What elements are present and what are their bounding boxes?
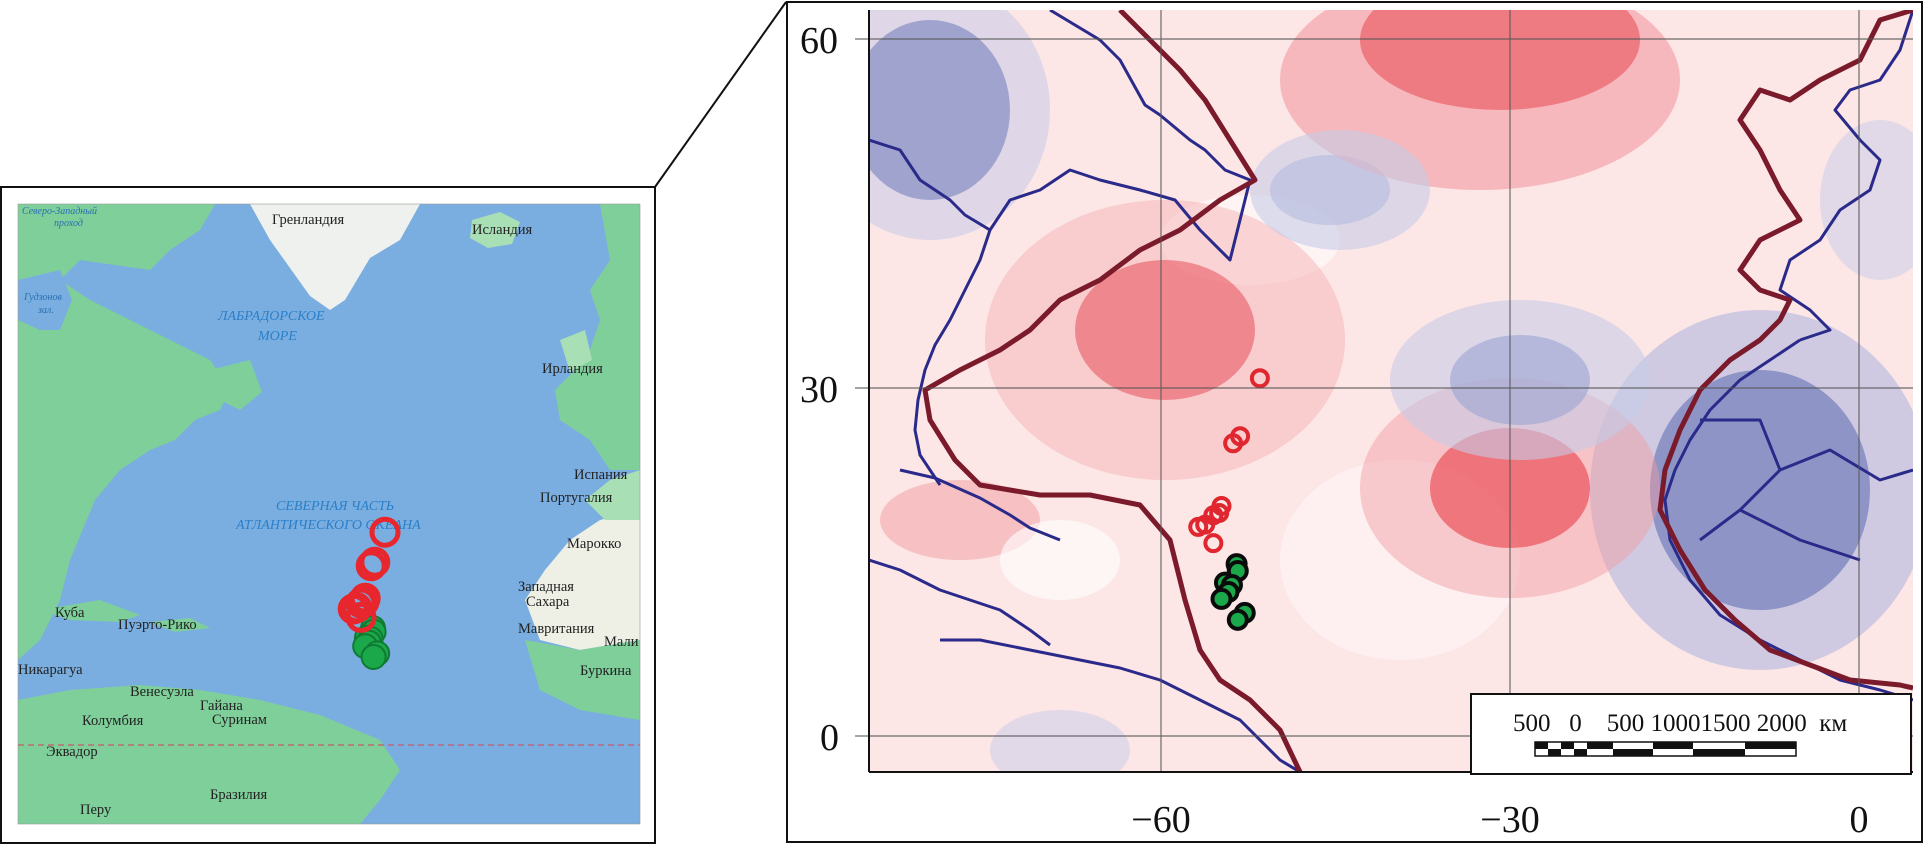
inset-hispaniola — [150, 618, 210, 632]
inset-south-america — [18, 685, 400, 824]
anomaly-heatmap — [869, 10, 1913, 772]
contours — [922, 10, 1913, 772]
heatmap-blob-14 — [1000, 520, 1120, 600]
coast-east-usa — [913, 229, 992, 486]
inset-label-nicaragua: Никарагуа — [18, 662, 83, 678]
inset-red-point-2 — [355, 550, 387, 582]
inset-label-nw-passage: Северо-Западный — [22, 206, 97, 217]
inset-iceland — [470, 212, 520, 248]
main-red-point-8 — [1203, 533, 1224, 554]
inset-label-puerto-rico: Пуэрто-Рико — [118, 617, 197, 633]
inset-red-point-1 — [359, 546, 391, 578]
inset-red-point-8 — [345, 601, 377, 633]
heatmap-blob-2 — [1075, 260, 1255, 400]
inset-label-iceland: Исландия — [472, 222, 532, 238]
inset-red-point-0 — [369, 516, 401, 548]
connector-line-top — [654, 1, 787, 188]
inset-label-cuba: Куба — [55, 605, 85, 621]
inset-label-spain: Испания — [574, 467, 628, 483]
main-red-point-7 — [1188, 516, 1209, 537]
coast-central-america — [869, 558, 1051, 647]
inset-red-point-5 — [345, 587, 377, 619]
coast-caribbean — [899, 468, 1061, 542]
inset-red-point-7 — [337, 593, 369, 625]
inset-label-guyana: Гайана — [200, 698, 243, 714]
coast-north-america — [869, 10, 1252, 262]
inset-label-ecuador: Эквадор — [46, 744, 98, 760]
inset-label-west-sahara: Западная — [518, 579, 574, 595]
scale-bar: 500 0 500 10001500 2000 км — [1470, 693, 1912, 775]
inset-label-colombia: Колумбия — [82, 713, 144, 729]
main-green-point-7 — [1226, 608, 1249, 631]
scale-bar-ruler — [1534, 741, 1797, 757]
inset-label-mali: Мали — [604, 634, 639, 650]
inset-cuba — [40, 600, 140, 622]
inset-label-labrador: ЛАБРАДОРСКОЕ — [217, 309, 325, 324]
inset-label-hudson-2: зал. — [37, 305, 54, 316]
main-green-point-5 — [1210, 587, 1233, 610]
main-red-point-2 — [1223, 433, 1244, 454]
scale-bar-box — [1470, 693, 1912, 775]
contour-west — [922, 10, 1303, 772]
inset-label-venezuela: Венесуэла — [130, 684, 194, 700]
main-points — [1188, 368, 1270, 631]
inset-ireland — [560, 330, 592, 372]
y-tick-0: 0 — [820, 717, 839, 759]
inset-africa-south — [525, 640, 640, 720]
scale-bar-labels: 500 0 500 10001500 2000 км — [1513, 710, 1847, 737]
inset-newfoundland — [210, 360, 262, 410]
borders-west-africa — [1699, 418, 1913, 562]
inset-label-nw-passage-2: проход — [54, 218, 83, 229]
coast-europe — [1778, 10, 1913, 342]
heatmap-blob-8 — [869, 20, 1010, 200]
inset-green-point-7 — [360, 644, 387, 670]
inset-label-morocco: Марокко — [567, 536, 621, 552]
y-tick-60: 60 — [800, 20, 838, 62]
heatmap-blob-7 — [1390, 300, 1650, 460]
inset-africa-desert — [525, 510, 640, 650]
inset-label-peru: Перу — [80, 802, 112, 818]
x-tick-minus60: −60 — [1131, 799, 1190, 841]
main-map: 60 30 0 −60 −30 0 500 0 500 10001500 200… — [786, 1, 1923, 843]
inset-label-portugal: Португалия — [540, 490, 613, 506]
inset-label-burkina: Буркина — [580, 663, 632, 679]
inset-label-hudson: Гудзонов — [23, 292, 62, 303]
inset-points — [337, 516, 401, 670]
heatmap-blob-19 — [880, 480, 1040, 560]
inset-label-labrador-2: МОРЕ — [257, 329, 297, 344]
inset-label-mauritania: Мавритания — [518, 621, 595, 637]
y-tick-30: 30 — [800, 369, 838, 411]
x-tick-minus30: −30 — [1480, 799, 1539, 841]
inset-label-suriname: Суринам — [212, 712, 267, 728]
x-tick-0: 0 — [1850, 799, 1869, 841]
inset-europe — [555, 204, 640, 470]
inset-north-america — [18, 204, 230, 660]
inset-hudson-bay — [18, 270, 72, 330]
heatmap-blob-10 — [1250, 130, 1430, 250]
inset-greenland — [250, 204, 420, 310]
inset-map: Северо-Западный проход Гренландия Исланд… — [0, 186, 656, 844]
heatmap-blob-16 — [1820, 120, 1913, 280]
inset-label-brazil: Бразилия — [210, 787, 267, 803]
inset-label-west-sahara-2: Сахара — [526, 594, 570, 610]
inset-label-ocean: СЕВЕРНАЯ ЧАСТЬ — [276, 499, 394, 514]
inset-label-ireland: Ирландия — [542, 361, 603, 377]
main-red-point-0 — [1249, 368, 1270, 389]
inset-africa-north — [585, 470, 640, 520]
contour-east — [1657, 10, 1913, 691]
inset-label-greenland: Гренландия — [272, 212, 344, 228]
coast-south-america — [940, 638, 1301, 772]
heatmap-blob-17 — [990, 710, 1130, 772]
